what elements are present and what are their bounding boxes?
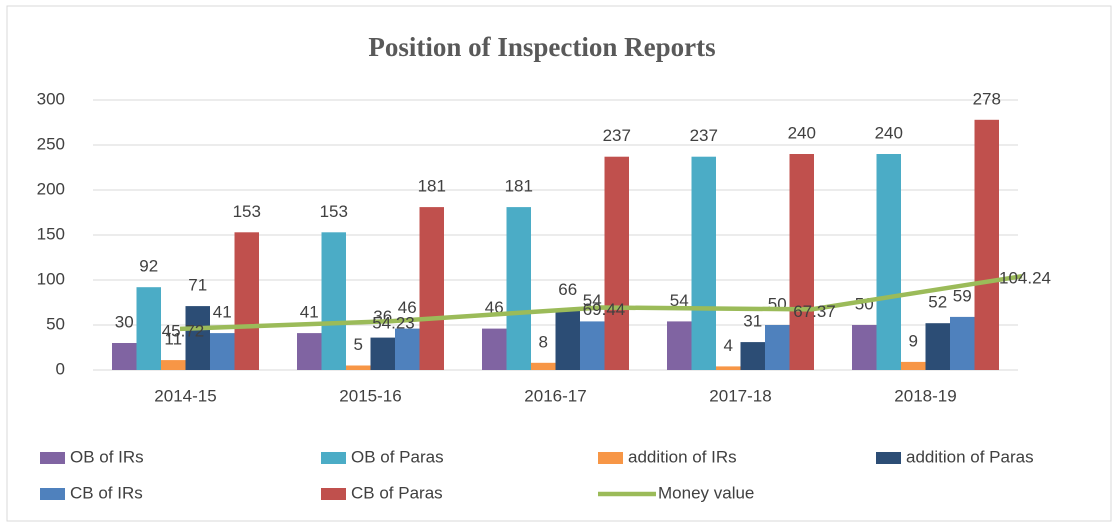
data-label: 278 [973, 89, 1001, 108]
legend-label: CB of Paras [351, 483, 443, 502]
bar [321, 232, 346, 370]
bar [925, 323, 950, 370]
data-label: 66 [558, 280, 577, 299]
y-tick-label: 200 [37, 179, 65, 198]
bar [789, 154, 814, 370]
data-label: 237 [603, 126, 631, 145]
data-label: 181 [505, 177, 533, 196]
data-label: 54 [670, 291, 689, 310]
bar [395, 328, 420, 370]
legend-swatch [321, 452, 346, 464]
data-label: 41 [300, 303, 319, 322]
legend-label: addition of Paras [906, 447, 1034, 466]
data-label: 153 [233, 202, 261, 221]
data-label: 92 [139, 257, 158, 276]
data-label: 71 [188, 276, 207, 295]
bar [346, 365, 371, 370]
bar [716, 366, 741, 370]
data-label: 240 [875, 123, 903, 142]
bar [297, 333, 322, 370]
bar [876, 154, 901, 370]
bar [370, 337, 395, 370]
data-label: 30 [115, 312, 134, 331]
legend-swatch [598, 452, 623, 464]
y-tick-label: 300 [37, 89, 65, 108]
x-tick-label: 2016-17 [524, 386, 586, 405]
bar [185, 306, 210, 370]
legend-swatch [876, 452, 901, 464]
y-tick-label: 250 [37, 134, 65, 153]
legend-label: Money value [658, 483, 754, 502]
y-tick-label: 0 [56, 359, 65, 378]
x-tick-label: 2015-16 [339, 386, 401, 405]
data-label: 153 [320, 202, 348, 221]
bar [112, 343, 137, 370]
data-label: 69.44 [583, 300, 626, 319]
bar [234, 232, 259, 370]
x-tick-label: 2018-19 [894, 386, 956, 405]
data-label: 52 [928, 293, 947, 312]
chart-border [6, 5, 1112, 522]
legend-label: addition of IRs [628, 447, 737, 466]
bar [419, 207, 444, 370]
bar [580, 321, 605, 370]
bar [531, 362, 556, 370]
x-tick-label: 2014-15 [154, 386, 216, 405]
bar [691, 156, 716, 370]
data-label: 240 [788, 123, 816, 142]
bar [740, 342, 765, 370]
bar [161, 360, 186, 370]
legend-swatch [40, 488, 65, 500]
data-label: 59 [953, 286, 972, 305]
data-label: 54.23 [372, 314, 415, 333]
bar [136, 287, 161, 370]
bar [506, 207, 531, 370]
data-label: 8 [539, 332, 548, 351]
bar [852, 325, 877, 370]
y-tick-label: 100 [37, 269, 65, 288]
legend-label: OB of IRs [70, 447, 144, 466]
legend-swatch [321, 488, 346, 500]
bar [901, 361, 926, 370]
y-tick-label: 50 [46, 314, 65, 333]
bar [482, 328, 507, 370]
legend-label: CB of IRs [70, 483, 143, 502]
bar [604, 156, 629, 370]
data-label: 54 [583, 291, 602, 310]
legend-swatch [40, 452, 65, 464]
data-label: 9 [909, 331, 918, 350]
bar [974, 119, 999, 370]
x-tick-label: 2017-18 [709, 386, 771, 405]
data-label: 46 [398, 298, 417, 317]
data-label: 181 [418, 177, 446, 196]
bar [765, 325, 790, 370]
bar [555, 310, 580, 370]
data-label: 237 [690, 126, 718, 145]
data-label: 67.37 [793, 302, 836, 321]
legend-label: OB of Paras [351, 447, 444, 466]
data-label: 11 [164, 330, 182, 349]
bar [950, 316, 975, 370]
data-label: 41 [213, 303, 232, 322]
data-label: 104.24 [999, 269, 1051, 288]
data-label: 45.72 [162, 321, 205, 340]
bar [210, 333, 235, 370]
line [179, 273, 1023, 332]
bar [667, 321, 692, 370]
data-label: 4 [724, 336, 733, 355]
chart-title: Position of Inspection Reports [368, 32, 715, 62]
y-tick-label: 150 [37, 224, 65, 243]
data-label: 5 [354, 335, 363, 354]
data-label: 31 [743, 312, 762, 331]
